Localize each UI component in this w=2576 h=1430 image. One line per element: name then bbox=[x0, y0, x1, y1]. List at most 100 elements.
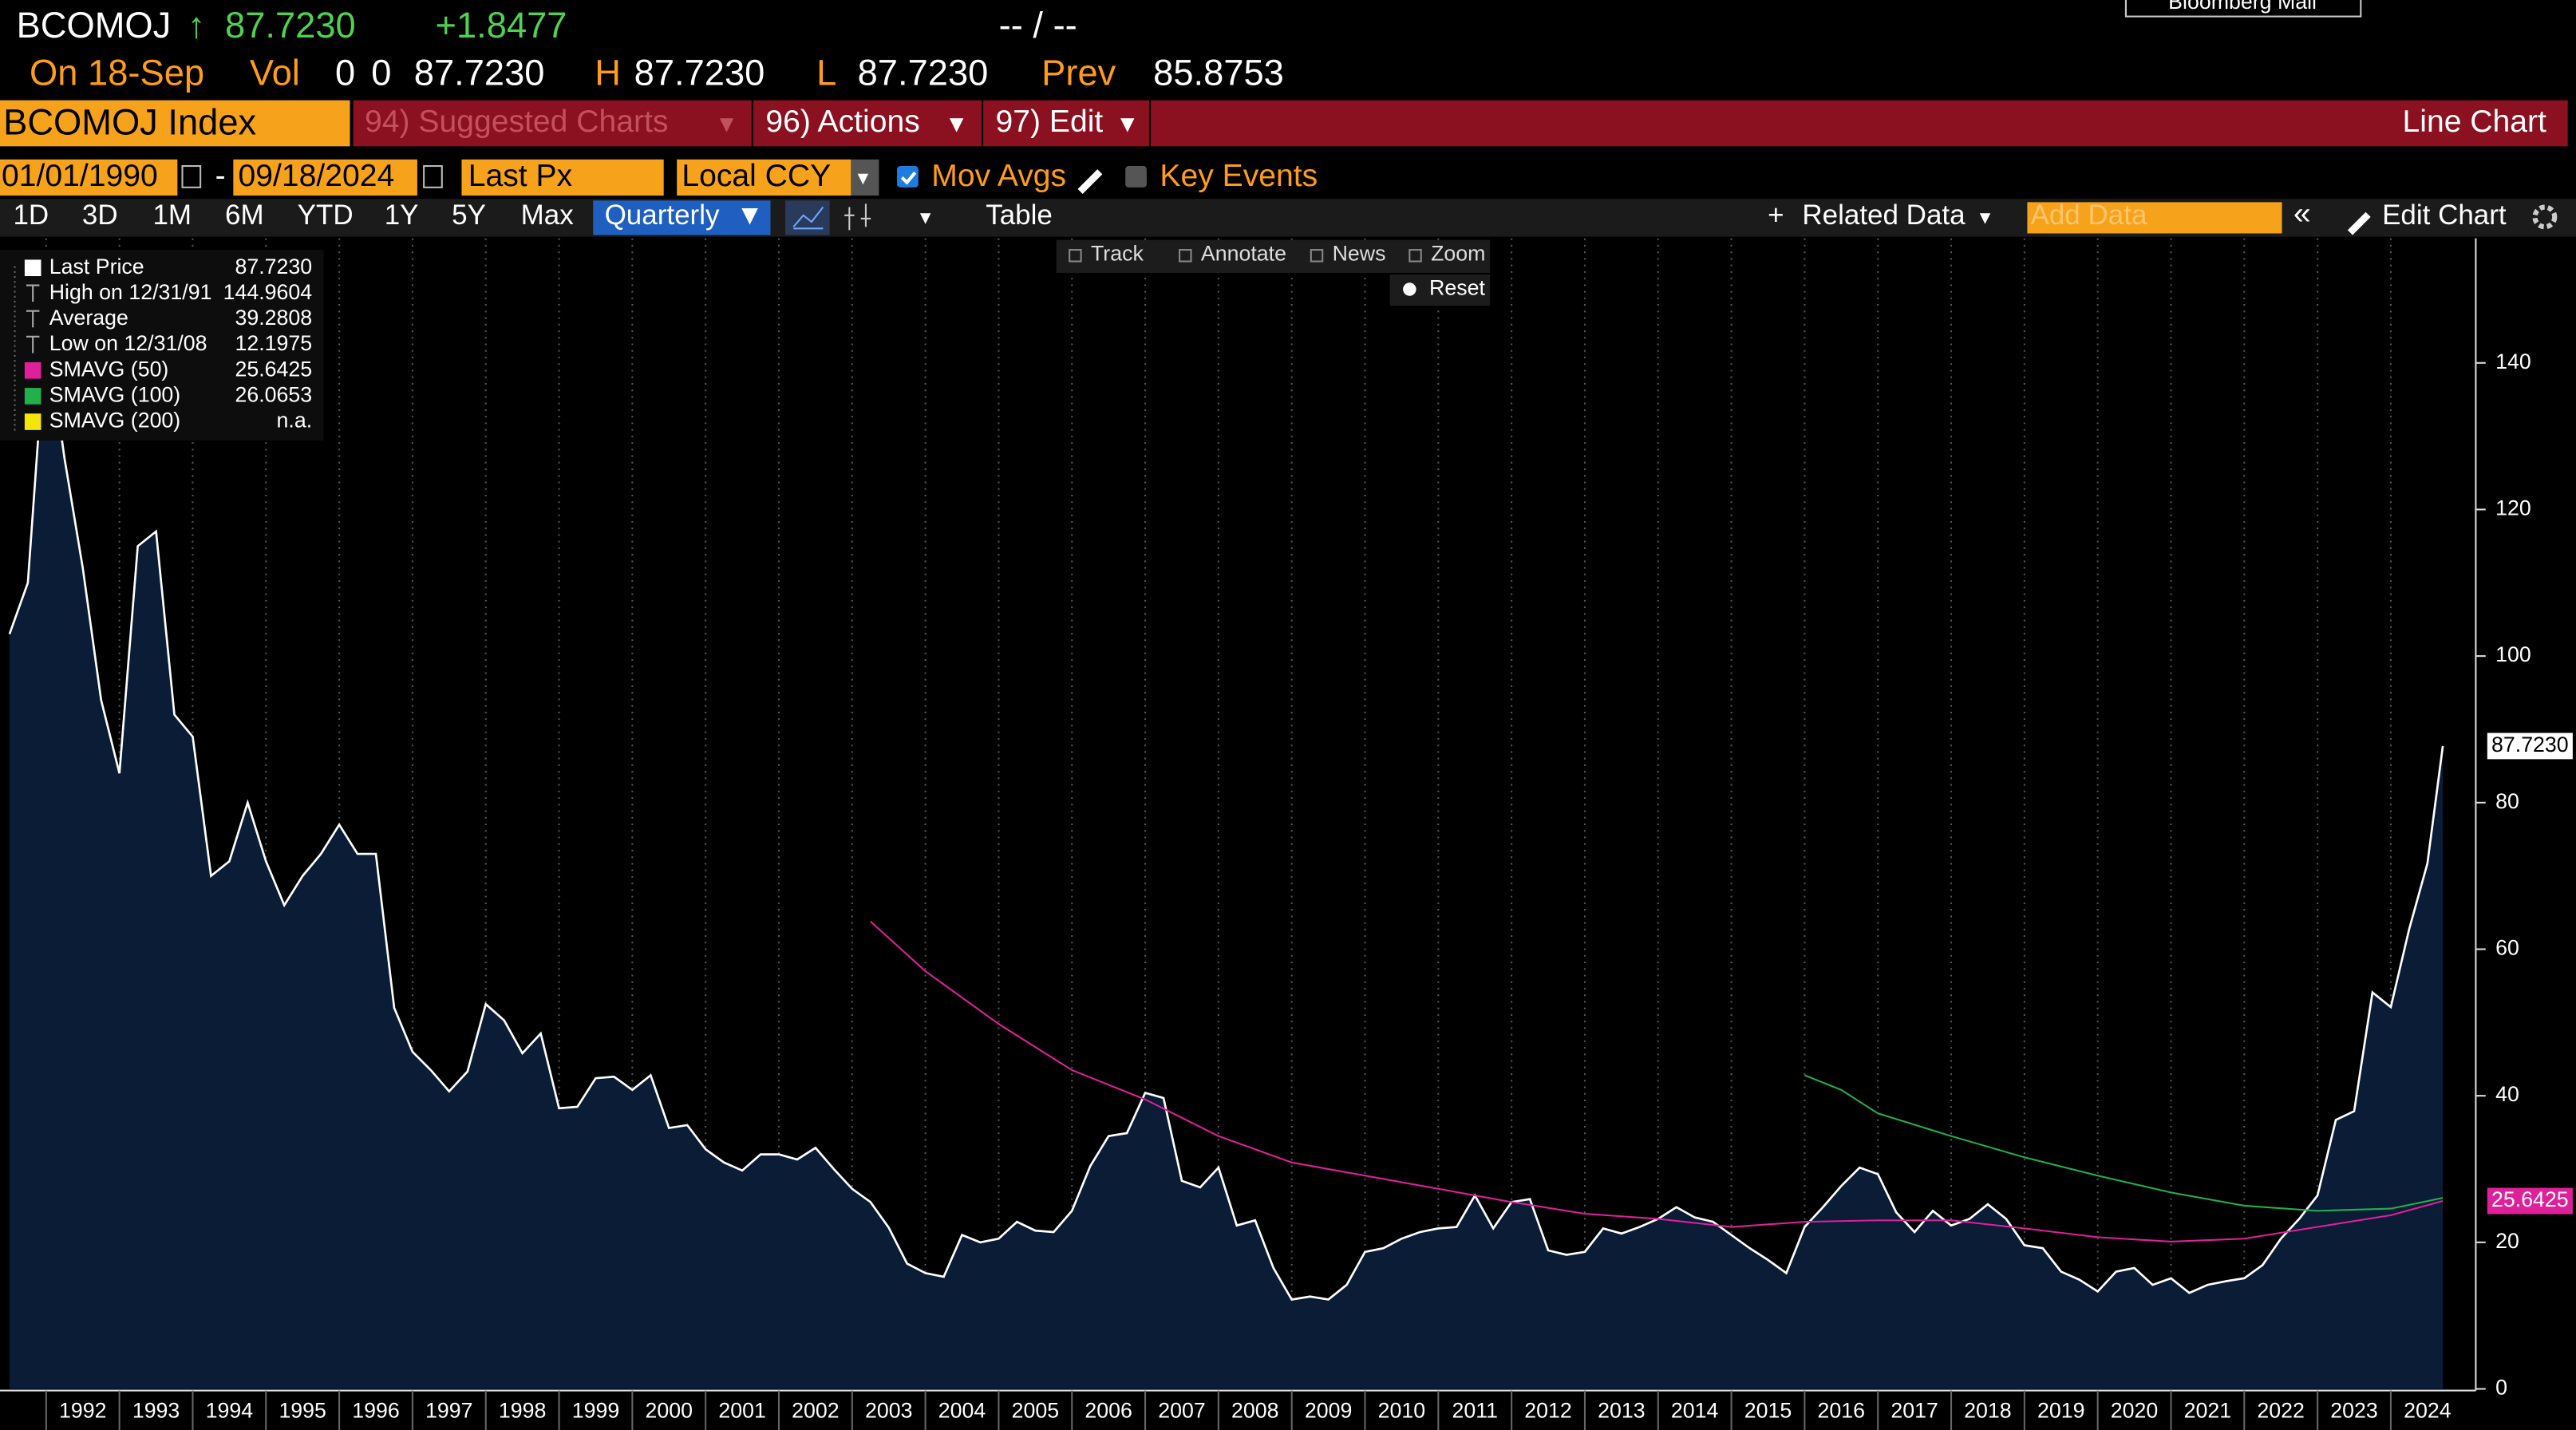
x-tick-label: 2017 bbox=[1891, 1398, 1938, 1422]
period-button[interactable]: 1D bbox=[13, 199, 49, 231]
legend-label: SMAVG (100) bbox=[49, 382, 180, 406]
date-sep: - bbox=[215, 159, 226, 193]
x-tick-label: 2008 bbox=[1231, 1398, 1278, 1422]
frequency[interactable]: Quarterly bbox=[605, 199, 720, 231]
x-tick-label: 2023 bbox=[2330, 1398, 2377, 1422]
legend: Last Price 87.7230 High on 12/31/91 144.960… bbox=[14, 255, 313, 433]
mail-button[interactable] bbox=[2124, 0, 2362, 18]
x-tick-label: 2001 bbox=[718, 1398, 765, 1422]
tool-button[interactable]: Annotate bbox=[1201, 241, 1286, 265]
legend-box bbox=[0, 250, 324, 441]
x-tick-label: 1998 bbox=[499, 1398, 546, 1422]
x-tick-label: 2012 bbox=[1524, 1398, 1571, 1422]
tool-button[interactable]: Track bbox=[1091, 241, 1144, 265]
line bbox=[1804, 1074, 2444, 1212]
period-button[interactable]: Max bbox=[521, 199, 575, 231]
x-tick-label: 2014 bbox=[1671, 1398, 1719, 1422]
caret: ▾ bbox=[1120, 108, 1135, 139]
period-button[interactable]: 1Y bbox=[385, 199, 419, 231]
add-data-box[interactable] bbox=[2027, 202, 2282, 234]
last-value-label: 87.7230 bbox=[2491, 733, 2569, 756]
tool-button[interactable]: Zoom bbox=[1431, 241, 1485, 265]
plot-area bbox=[8, 238, 2444, 1389]
prev: 85.8753 bbox=[1153, 53, 1284, 93]
menu-actions[interactable]: 96) Actions bbox=[765, 105, 919, 139]
period-button[interactable]: 1M bbox=[152, 199, 192, 231]
ticker: BCOMOJ bbox=[17, 5, 172, 45]
x-tick-label: 2004 bbox=[938, 1398, 986, 1422]
period-button[interactable]: 3D bbox=[82, 199, 118, 231]
x-tick-label: 2021 bbox=[2184, 1398, 2231, 1422]
date-from-box[interactable] bbox=[0, 159, 178, 196]
date-to[interactable]: 09/18/2024 bbox=[239, 159, 395, 193]
table-button[interactable]: Table bbox=[986, 199, 1053, 231]
period-button[interactable]: YTD bbox=[298, 199, 354, 231]
tool-icon bbox=[1310, 249, 1324, 263]
last-price: 87.7230 bbox=[225, 5, 356, 45]
caret: ▾ bbox=[858, 166, 869, 190]
currency-box[interactable] bbox=[677, 159, 851, 196]
menu-edit[interactable]: 97) Edit bbox=[996, 105, 1104, 139]
field-box[interactable] bbox=[461, 159, 664, 196]
x-tick-label: 1995 bbox=[279, 1398, 326, 1422]
field[interactable]: Last Px bbox=[468, 159, 573, 193]
mov-avgs[interactable]: Mov Avgs bbox=[931, 159, 1066, 193]
dropdown[interactable] bbox=[851, 159, 879, 196]
legend-label: Low on 12/31/08 bbox=[49, 331, 207, 355]
open: 87.7230 bbox=[414, 53, 545, 93]
calendar-icon[interactable] bbox=[423, 165, 443, 188]
x-tick-label: 2003 bbox=[865, 1398, 912, 1422]
y-tick-label: 0 bbox=[2495, 1376, 2507, 1400]
date: On 18-Sep bbox=[30, 53, 204, 93]
edit-chart[interactable]: Edit Chart bbox=[2382, 199, 2507, 231]
pencil-icon[interactable] bbox=[2347, 211, 2371, 235]
x-tick-label: 2007 bbox=[1158, 1398, 1205, 1422]
tool-icon bbox=[1179, 249, 1192, 263]
collapse-icon[interactable]: « bbox=[2294, 196, 2311, 231]
x-tick-label: 2022 bbox=[2257, 1398, 2304, 1422]
high-label: H bbox=[595, 53, 621, 93]
period-button[interactable]: 6M bbox=[225, 199, 264, 231]
area bbox=[9, 326, 2444, 1389]
x-tick-label: 2018 bbox=[1964, 1398, 2011, 1422]
legend-label: Last Price bbox=[49, 255, 144, 278]
checkbox-checked[interactable] bbox=[897, 166, 919, 188]
legend-value: 25.6425 bbox=[235, 357, 312, 381]
gear-icon[interactable] bbox=[2532, 204, 2558, 230]
up-arrow: ↑ bbox=[188, 5, 206, 45]
tool-icon bbox=[1409, 249, 1422, 263]
x-tick-label: 2015 bbox=[1744, 1398, 1792, 1422]
y-tick-label: 80 bbox=[2495, 789, 2519, 813]
security-box[interactable] bbox=[0, 100, 350, 147]
currency[interactable]: Local CCY bbox=[682, 159, 831, 193]
period-button[interactable]: 5Y bbox=[452, 199, 486, 231]
x-tick-label: 2016 bbox=[1818, 1398, 1865, 1422]
key-events[interactable]: Key Events bbox=[1160, 159, 1318, 193]
reset[interactable]: Reset bbox=[1429, 276, 1485, 300]
checkbox[interactable] bbox=[1125, 166, 1147, 188]
security[interactable]: BCOMOJ Index bbox=[3, 102, 256, 143]
menu-suggested[interactable]: 94) Suggested Charts bbox=[365, 105, 668, 139]
x-tick-label: 2013 bbox=[1598, 1398, 1645, 1422]
date-from[interactable]: 01/01/1990 bbox=[2, 159, 158, 193]
line bbox=[8, 326, 2444, 1301]
x-tick-label: 1992 bbox=[59, 1398, 106, 1422]
mail-label[interactable]: Bloomberg Mail bbox=[2168, 0, 2317, 14]
calendar-icon[interactable] bbox=[181, 165, 202, 188]
add-data[interactable]: Add Data bbox=[2031, 199, 2147, 231]
chart-kind: Line Chart bbox=[2403, 105, 2547, 139]
date-to-box[interactable] bbox=[233, 159, 417, 196]
bar-icon[interactable] bbox=[844, 203, 871, 231]
line bbox=[870, 920, 2444, 1242]
legend-value: 144.9604 bbox=[223, 280, 313, 304]
tool-button[interactable]: News bbox=[1333, 241, 1386, 265]
frequency-box[interactable] bbox=[593, 200, 771, 235]
x-tick-label: 2010 bbox=[1378, 1398, 1425, 1422]
related-data[interactable]: Related Data bbox=[1802, 199, 1966, 231]
pencil-icon[interactable] bbox=[1077, 169, 1103, 195]
y-tick-label: 120 bbox=[2495, 496, 2531, 520]
x-tick-label: 1993 bbox=[132, 1398, 180, 1422]
x-tick-label: 2024 bbox=[2404, 1398, 2452, 1422]
legend-glyph bbox=[26, 310, 40, 328]
